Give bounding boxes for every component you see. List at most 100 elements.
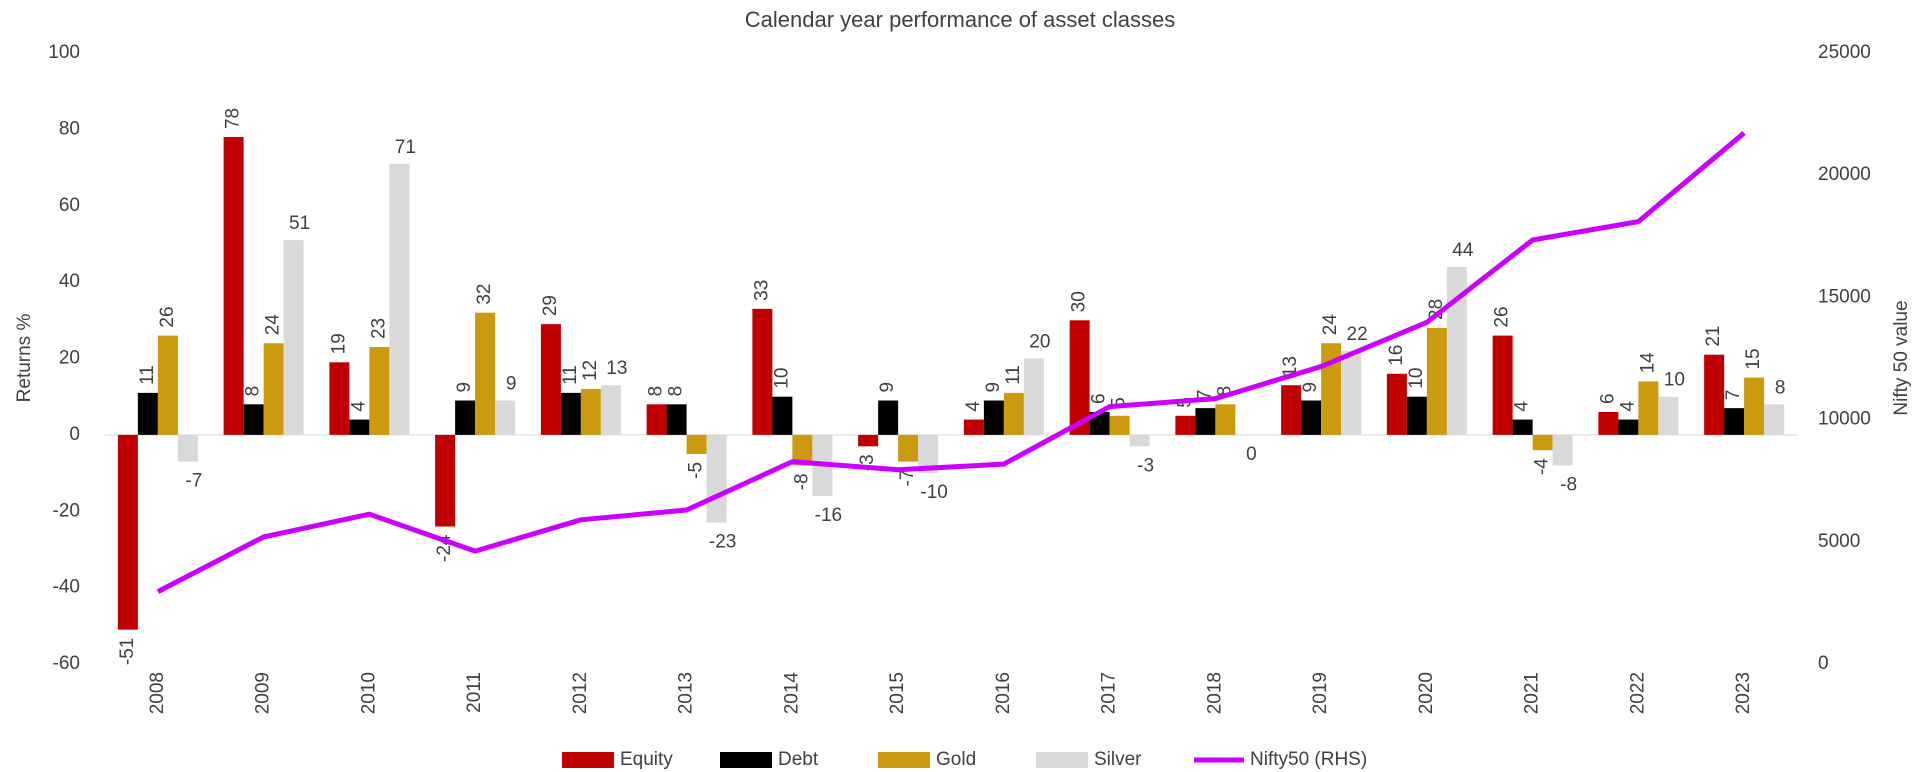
value-label: -7 bbox=[185, 471, 202, 492]
value-label: 4 bbox=[348, 401, 369, 412]
value-label: 4 bbox=[1617, 401, 1638, 412]
bar bbox=[1341, 350, 1362, 435]
bar bbox=[369, 347, 390, 435]
y2-tick-label: 25000 bbox=[1818, 42, 1871, 63]
x-tick-label: 2012 bbox=[570, 672, 591, 714]
value-label: -23 bbox=[709, 532, 736, 553]
bar bbox=[1764, 404, 1785, 435]
value-label: 12 bbox=[580, 360, 601, 381]
y-tick-label: 40 bbox=[59, 271, 80, 292]
value-label: 21 bbox=[1703, 326, 1724, 347]
bar bbox=[772, 396, 793, 435]
value-label: -5 bbox=[686, 462, 707, 479]
value-label: 19 bbox=[328, 333, 349, 354]
bar bbox=[1638, 381, 1659, 435]
x-tick-label: 2014 bbox=[781, 672, 802, 715]
value-label: 29 bbox=[540, 295, 561, 316]
bar bbox=[223, 137, 244, 435]
bar bbox=[752, 308, 773, 435]
bar bbox=[157, 335, 178, 435]
value-label: -7 bbox=[897, 470, 918, 487]
y-tick-label: 80 bbox=[59, 118, 80, 139]
bar bbox=[137, 392, 158, 435]
x-tick-label: 2018 bbox=[1204, 672, 1225, 714]
bar bbox=[792, 434, 813, 466]
value-label: 71 bbox=[395, 137, 416, 158]
value-label: 11 bbox=[560, 365, 581, 385]
bar bbox=[243, 404, 264, 435]
y-axis-title: Returns % bbox=[14, 314, 35, 403]
value-label: 10 bbox=[771, 368, 792, 389]
value-label: 0 bbox=[1246, 444, 1257, 465]
x-tick-label: 2009 bbox=[253, 672, 274, 714]
value-label: 14 bbox=[1637, 352, 1658, 374]
x-tick-label: 2021 bbox=[1522, 672, 1543, 714]
value-label: 30 bbox=[1069, 291, 1090, 312]
y-tick-label: 60 bbox=[59, 195, 80, 216]
bar bbox=[283, 240, 304, 435]
value-label: -51 bbox=[117, 638, 138, 665]
value-label: 24 bbox=[1320, 314, 1341, 336]
y-tick-label: -40 bbox=[53, 577, 80, 598]
bar bbox=[983, 400, 1004, 435]
value-label: 44 bbox=[1452, 240, 1474, 261]
bar bbox=[1281, 385, 1302, 435]
bar bbox=[1003, 392, 1024, 435]
bar bbox=[1598, 411, 1619, 435]
y2-tick-label: 20000 bbox=[1818, 164, 1871, 185]
legend-label: Silver bbox=[1094, 749, 1142, 770]
value-label: 32 bbox=[474, 284, 495, 305]
legend-label: Gold bbox=[936, 749, 976, 770]
bar bbox=[435, 434, 456, 527]
value-label: 15 bbox=[1743, 348, 1764, 369]
y-tick-label: 0 bbox=[69, 424, 80, 445]
value-label: 7 bbox=[1723, 390, 1744, 401]
bar bbox=[177, 434, 198, 462]
value-label: 6 bbox=[1597, 393, 1618, 404]
x-tick-label: 2020 bbox=[1416, 672, 1437, 714]
y-tick-label: 100 bbox=[48, 42, 80, 63]
legend-swatch bbox=[720, 752, 772, 768]
x-tick-label: 2019 bbox=[1310, 672, 1331, 714]
value-label: 24 bbox=[263, 314, 284, 336]
value-label: 26 bbox=[1492, 306, 1513, 327]
y2-tick-label: 5000 bbox=[1818, 531, 1860, 552]
bar bbox=[898, 434, 919, 462]
bar bbox=[560, 392, 581, 435]
x-tick-label: 2013 bbox=[676, 672, 697, 714]
x-tick-label: 2015 bbox=[887, 672, 908, 714]
value-label: 8 bbox=[1775, 377, 1786, 398]
bar bbox=[646, 404, 667, 435]
x-tick-label: 2017 bbox=[1099, 672, 1120, 714]
bar bbox=[1552, 434, 1573, 466]
bar bbox=[329, 362, 350, 435]
bar bbox=[963, 419, 984, 435]
bar bbox=[1426, 327, 1447, 435]
value-label: 51 bbox=[289, 213, 310, 234]
value-label: 10 bbox=[1406, 368, 1427, 389]
bar bbox=[918, 434, 939, 474]
y2-axis-title: Nifty 50 value bbox=[1891, 300, 1912, 415]
y-tick-label: -20 bbox=[53, 500, 80, 521]
value-label: 22 bbox=[1347, 324, 1368, 345]
bar bbox=[580, 389, 601, 435]
bar bbox=[475, 312, 496, 435]
bar bbox=[1658, 396, 1679, 435]
bar bbox=[706, 434, 727, 523]
y2-tick-label: 10000 bbox=[1818, 409, 1871, 430]
bar bbox=[1129, 434, 1150, 447]
x-tick-label: 2011 bbox=[464, 672, 485, 713]
value-label: 4 bbox=[1512, 401, 1533, 412]
bar bbox=[686, 434, 707, 454]
value-label: 8 bbox=[1214, 386, 1235, 397]
bar bbox=[1446, 266, 1467, 435]
value-label: 7 bbox=[1194, 390, 1215, 401]
value-label: 78 bbox=[223, 108, 244, 129]
value-label: -3 bbox=[1137, 455, 1154, 476]
bar bbox=[389, 163, 410, 435]
bar bbox=[1023, 358, 1044, 435]
value-label: 26 bbox=[157, 306, 178, 327]
value-label: 9 bbox=[877, 382, 898, 393]
value-label: -10 bbox=[920, 482, 947, 503]
value-label: 28 bbox=[1426, 299, 1447, 320]
